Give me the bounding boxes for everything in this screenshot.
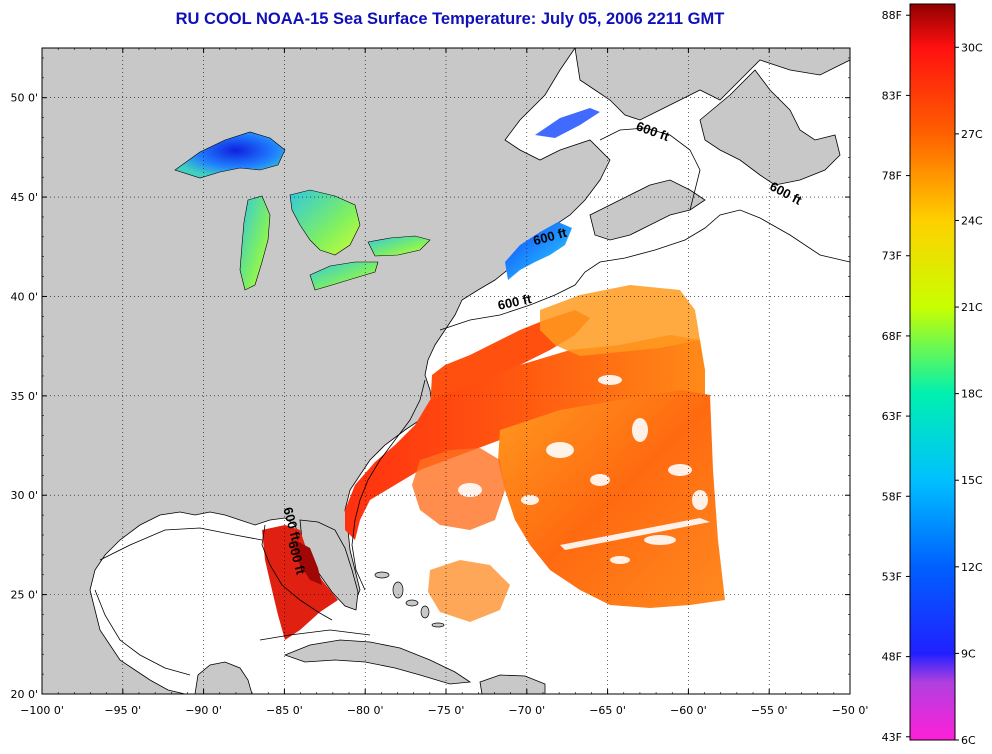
x-tick-label: −90 0' [185, 704, 222, 717]
y-tick-label: 40 0' [10, 290, 38, 303]
depth-contour-lines [94, 127, 850, 676]
newfoundland-land [699, 69, 841, 186]
lake-huron [289, 189, 361, 256]
celsius-label: 30C [961, 41, 983, 54]
cuba-land [283, 639, 472, 685]
fahrenheit-label: 43F [882, 731, 902, 744]
fahrenheit-label: 83F [882, 89, 902, 102]
sst-florida-west [262, 525, 338, 640]
longitude-axis: −100 0' −95 0' −90 0' −85 0' −80 0' −75 0' −70… [20, 48, 868, 717]
lake-erie [309, 261, 379, 291]
colorbar-gradient [909, 3, 956, 741]
y-tick-label: 35 0' [10, 390, 38, 403]
sst-gulf-of-maine [505, 222, 572, 280]
y-tick-label: 45 0' [10, 191, 38, 204]
fahrenheit-scale: 88F 83F 78F 73F 68F 63F 58F 53F 48F 43F [882, 9, 910, 744]
celsius-label: 18C [961, 388, 983, 401]
x-tick-label: −55 0' [751, 704, 788, 717]
y-tick-label: 25 0' [10, 589, 38, 602]
bahamas-islands [374, 571, 445, 628]
fahrenheit-label: 68F [882, 330, 902, 343]
sst-st-lawrence [535, 108, 600, 138]
lake-superior [174, 131, 286, 179]
fahrenheit-label: 88F [882, 9, 902, 22]
latitude-axis: 20 0' 25 0' 30 0' 35 0' 40 0' 45 0' 50 0' [10, 57, 850, 701]
sst-northern-swath [540, 285, 700, 356]
x-tick-label: −80 0' [347, 704, 384, 717]
fahrenheit-label: 53F [882, 570, 902, 583]
celsius-label: 27C [961, 128, 983, 141]
fahrenheit-label: 73F [882, 250, 902, 263]
x-tick-label: −50 0' [832, 704, 869, 717]
nova-scotia-land [589, 179, 706, 241]
lake-michigan [239, 195, 271, 291]
x-tick-label: −75 0' [428, 704, 465, 717]
hispaniola-land [479, 674, 546, 694]
canada-maritimes-land [574, 48, 850, 121]
sst-florida-west-core [294, 540, 322, 585]
contour-label-600ft: 600 ft [496, 291, 533, 313]
celsius-scale: 30C 27C 24C 21C 18C 15C 12C 9C 6C [955, 41, 983, 747]
x-tick-label: −95 0' [104, 704, 141, 717]
yucatan-land [194, 661, 253, 694]
sst-gulf-stream [345, 335, 705, 540]
cloud-gaps [375, 375, 710, 564]
celsius-label: 21C [961, 301, 983, 314]
fahrenheit-label: 78F [882, 170, 902, 183]
x-tick-label: −100 0' [20, 704, 64, 717]
map-title: RU COOL NOAA-15 Sea Surface Temperature:… [175, 10, 725, 28]
lake-ontario [367, 235, 431, 257]
celsius-label: 6C [961, 734, 976, 747]
celsius-label: 24C [961, 214, 983, 227]
temperature-colorbar: 88F 83F 78F 73F 68F 63F 58F 53F 48F 43F 30C 27C 24C… [882, 3, 983, 747]
y-tick-label: 30 0' [10, 489, 38, 502]
x-tick-label: −85 0' [266, 704, 303, 717]
x-tick-label: −60 0' [670, 704, 707, 717]
celsius-label: 15C [961, 474, 983, 487]
x-tick-label: −65 0' [589, 704, 626, 717]
celsius-label: 12C [961, 561, 983, 574]
fahrenheit-label: 48F [882, 651, 902, 664]
sst-bahamas-patch [428, 560, 510, 622]
y-tick-label: 20 0' [10, 688, 38, 701]
x-tick-label: −70 0' [508, 704, 545, 717]
celsius-label: 9C [961, 647, 976, 660]
fahrenheit-label: 63F [882, 410, 902, 423]
fahrenheit-label: 58F [882, 490, 902, 503]
lat-lon-grid [42, 48, 850, 694]
y-tick-label: 50 0' [10, 92, 38, 105]
